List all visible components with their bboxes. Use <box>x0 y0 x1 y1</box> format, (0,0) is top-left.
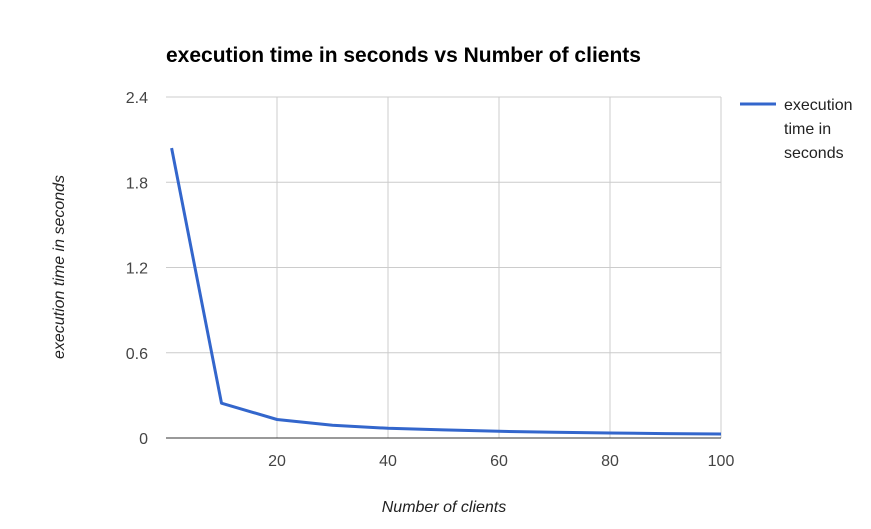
legend-label-line-3: seconds <box>784 145 844 162</box>
x-tick-label: 80 <box>601 453 619 470</box>
y-tick-label: 2.4 <box>126 90 148 107</box>
y-axis-ticks: 0 0.6 1.2 1.8 2.4 <box>126 90 148 448</box>
x-axis-title: Number of clients <box>382 499 507 516</box>
x-tick-label: 100 <box>708 453 735 470</box>
x-tick-label: 40 <box>379 453 397 470</box>
legend-label-line-1: execution <box>784 97 853 114</box>
y-tick-label: 1.8 <box>126 175 148 192</box>
y-tick-label: 1.2 <box>126 261 148 278</box>
x-tick-label: 60 <box>490 453 508 470</box>
x-tick-label: 20 <box>268 453 286 470</box>
grid <box>166 96 722 438</box>
chart-title: execution time in seconds vs Number of c… <box>166 44 641 67</box>
x-axis-ticks: 20 40 60 80 100 <box>268 453 734 470</box>
y-axis-title: execution time in seconds <box>51 175 68 359</box>
y-tick-label: 0.6 <box>126 346 148 363</box>
y-tick-label: 0 <box>139 431 148 448</box>
legend-label-line-2: time in <box>784 121 831 138</box>
series-line <box>170 147 722 436</box>
legend[interactable]: execution time in seconds <box>740 97 853 162</box>
